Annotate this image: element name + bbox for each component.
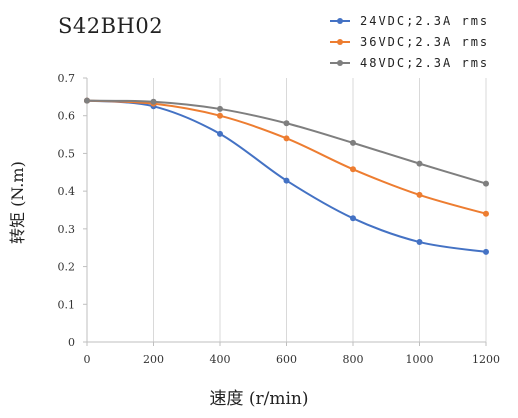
y-tick-label-0: 0 xyxy=(68,336,75,349)
x-tick-label-0: 0 xyxy=(84,353,91,366)
y-tick-label-0.4: 0.4 xyxy=(58,185,76,198)
series-1-point-400 xyxy=(217,112,223,119)
legend-swatch-24vdc xyxy=(330,15,350,27)
legend-item-24vdc: 24VDC;2.3A rms xyxy=(330,10,489,31)
y-tick-label-0.6: 0.6 xyxy=(58,110,76,123)
x-tick-label-400: 400 xyxy=(210,353,231,366)
chart-title: S42BH02 xyxy=(58,14,164,38)
x-tick-label-800: 800 xyxy=(343,353,364,366)
y-tick-label-0.3: 0.3 xyxy=(58,223,76,236)
series-2-point-200 xyxy=(150,98,157,105)
series-2-point-600 xyxy=(283,120,290,127)
x-axis-label: 速度 (r/min) xyxy=(209,389,309,409)
series-0-point-1200 xyxy=(483,248,489,255)
x-tick-label-600: 600 xyxy=(276,353,297,366)
series-2-point-400 xyxy=(217,105,223,112)
legend-label-36vdc: 36VDC;2.3A rms xyxy=(360,34,490,49)
legend-item-36vdc: 36VDC;2.3A rms xyxy=(330,31,489,52)
series-1-point-1000 xyxy=(416,191,423,198)
y-axis-label: 转矩 (N.m) xyxy=(8,161,27,244)
chart-legend: 24VDC;2.3A rms 36VDC;2.3A rms 48VDC;2.3A… xyxy=(330,10,489,73)
series-0-point-400 xyxy=(217,130,223,137)
series-2-point-0 xyxy=(84,97,90,104)
series-0-point-600 xyxy=(283,177,290,184)
legend-swatch-48vdc xyxy=(330,57,350,69)
y-tick-label-0.1: 0.1 xyxy=(58,298,76,311)
x-tick-label-200: 200 xyxy=(143,353,164,366)
y-tick-label-0.5: 0.5 xyxy=(58,147,76,160)
series-2-point-1200 xyxy=(483,180,489,187)
series-2-point-800 xyxy=(350,139,356,146)
x-tick-label-1200: 1200 xyxy=(472,353,500,366)
legend-label-24vdc: 24VDC;2.3A rms xyxy=(360,13,490,28)
legend-label-48vdc: 48VDC;2.3A rms xyxy=(360,55,490,70)
legend-item-48vdc: 48VDC;2.3A rms xyxy=(330,52,489,73)
legend-swatch-36vdc xyxy=(330,36,350,48)
series-1-point-1200 xyxy=(483,210,489,217)
series-1-point-800 xyxy=(350,166,356,173)
series-0-point-1000 xyxy=(416,239,423,246)
y-tick-label-0.2: 0.2 xyxy=(58,261,76,274)
series-2-point-1000 xyxy=(416,160,423,167)
series-1-point-600 xyxy=(283,135,290,142)
series-0-point-800 xyxy=(350,215,356,222)
y-tick-label-0.7: 0.7 xyxy=(58,72,76,85)
x-tick-label-1000: 1000 xyxy=(406,353,434,366)
